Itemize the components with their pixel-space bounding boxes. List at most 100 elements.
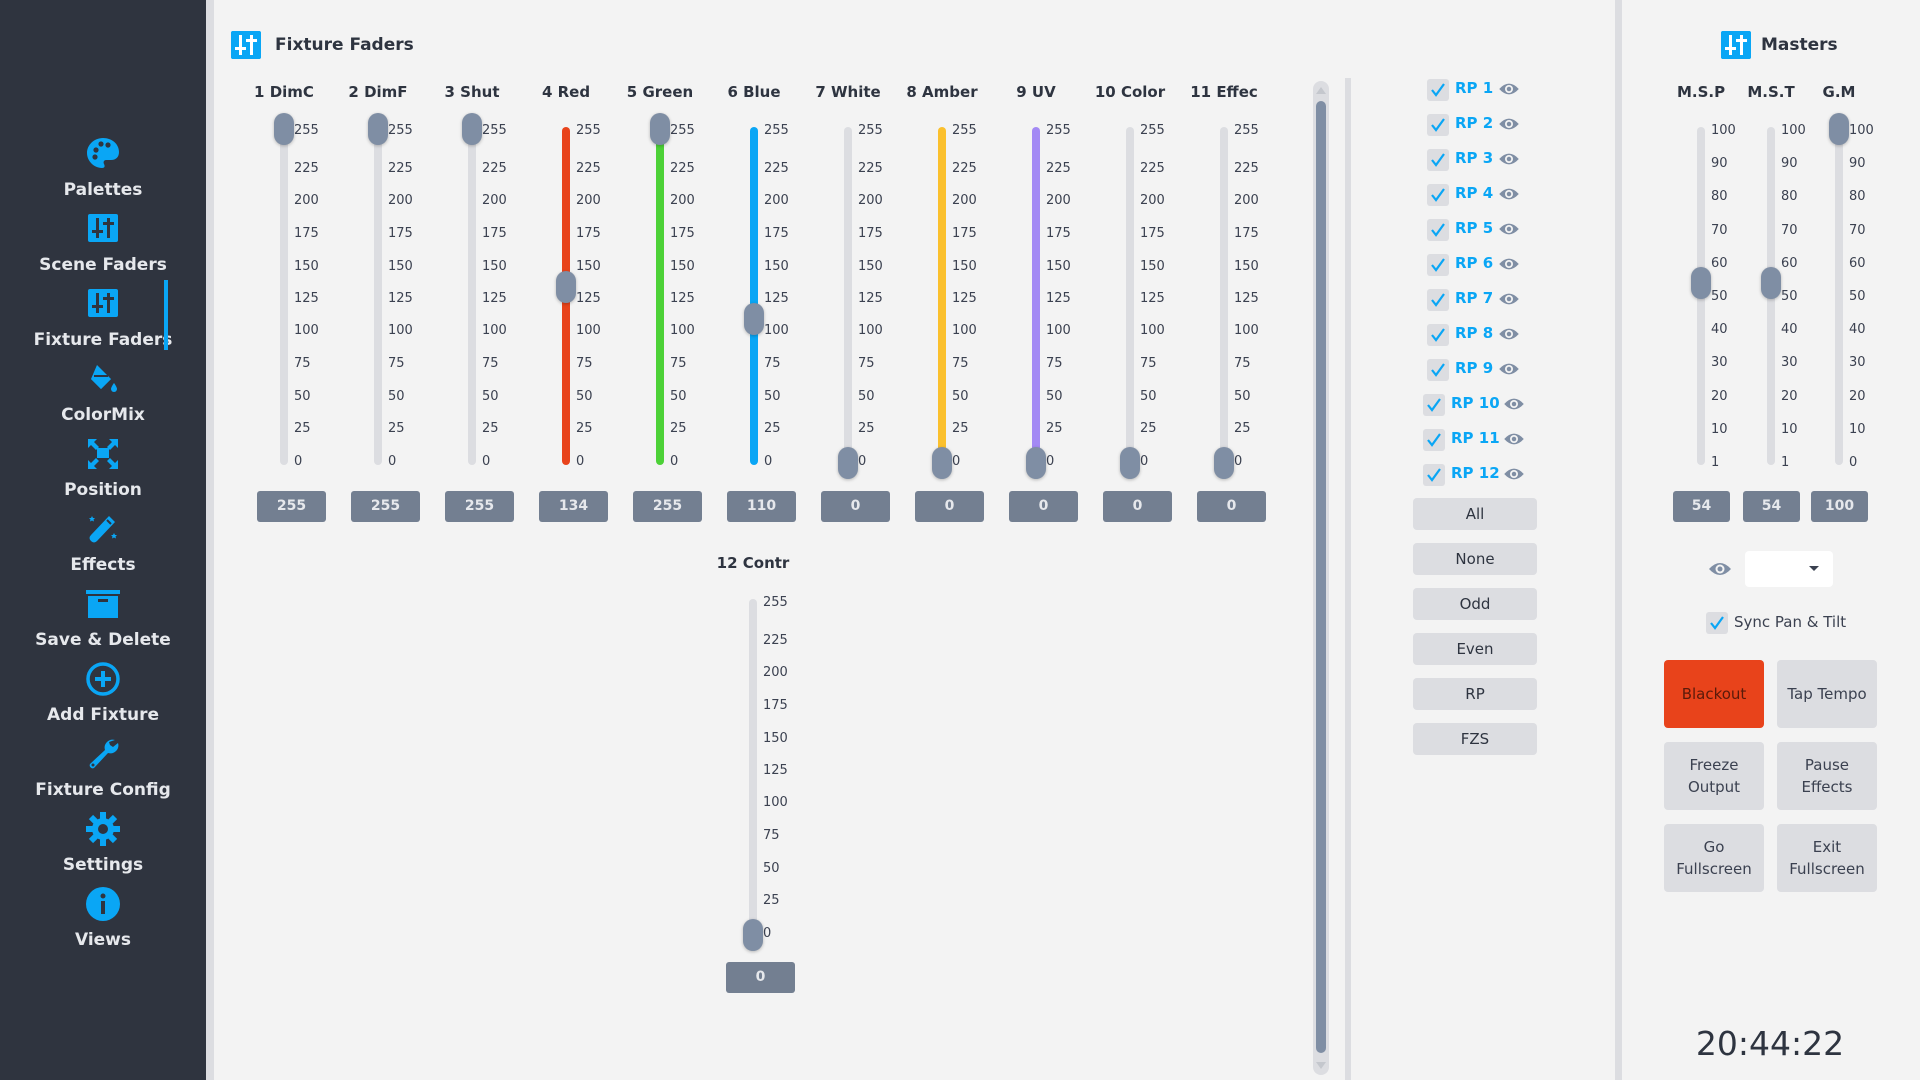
select-odd-button[interactable]: Odd <box>1413 588 1537 620</box>
eye-icon[interactable] <box>1498 186 1520 204</box>
tap-tempo-button[interactable]: Tap Tempo <box>1777 660 1877 728</box>
fixture-label[interactable]: RP 9 <box>1455 359 1494 377</box>
go-fullscreen-button[interactable]: Go Fullscreen <box>1664 824 1764 892</box>
sidebar-item-colormix[interactable]: ColorMix <box>0 361 206 436</box>
fader-track[interactable] <box>749 599 757 937</box>
select-all-button[interactable]: All <box>1413 498 1537 530</box>
scroll-up-arrow-icon[interactable] <box>1316 87 1326 94</box>
sidebar-item-settings[interactable]: Settings <box>0 811 206 886</box>
fixture-checkbox[interactable] <box>1427 149 1449 171</box>
eye-icon[interactable] <box>1498 221 1520 239</box>
fader-track[interactable] <box>844 127 852 465</box>
sidebar-item-save-delete[interactable]: Save & Delete <box>0 586 206 661</box>
fixture-checkbox[interactable] <box>1427 254 1449 276</box>
fixture-checkbox[interactable] <box>1427 324 1449 346</box>
faders-scrollbar[interactable] <box>1313 81 1329 1075</box>
select-fzs-button[interactable]: FZS <box>1413 723 1537 755</box>
fader-value[interactable]: 0 <box>726 962 795 993</box>
fader-value[interactable]: 0 <box>821 491 890 522</box>
eye-icon[interactable] <box>1498 81 1520 99</box>
master-fader-track[interactable] <box>1835 127 1843 465</box>
sidebar-item-fixture-faders[interactable]: Fixture Faders <box>0 286 206 361</box>
eye-icon[interactable] <box>1503 466 1525 484</box>
fader-handle[interactable] <box>650 113 670 145</box>
fader-handle[interactable] <box>274 113 294 145</box>
eye-icon[interactable] <box>1498 256 1520 274</box>
fixture-checkbox[interactable] <box>1427 289 1449 311</box>
fader-track[interactable] <box>468 127 476 465</box>
fader-handle[interactable] <box>1026 447 1046 479</box>
fixture-label[interactable]: RP 12 <box>1451 464 1500 482</box>
fader-value[interactable]: 0 <box>1197 491 1266 522</box>
fixture-checkbox[interactable] <box>1427 359 1449 381</box>
fader-value[interactable]: 255 <box>351 491 420 522</box>
fader-value[interactable]: 255 <box>633 491 702 522</box>
eye-icon[interactable] <box>1503 431 1525 449</box>
fader-handle[interactable] <box>838 447 858 479</box>
fixture-label[interactable]: RP 3 <box>1455 149 1494 167</box>
fixture-label[interactable]: RP 5 <box>1455 219 1494 237</box>
master-fader-handle[interactable] <box>1691 266 1711 299</box>
blackout-button[interactable]: Blackout <box>1664 660 1764 728</box>
fixture-checkbox[interactable] <box>1423 429 1445 451</box>
fixture-checkbox[interactable] <box>1423 464 1445 486</box>
fixture-label[interactable]: RP 4 <box>1455 184 1494 202</box>
fixture-label[interactable]: RP 1 <box>1455 79 1494 97</box>
scroll-down-arrow-icon[interactable] <box>1316 1062 1326 1069</box>
sidebar-item-add-fixture[interactable]: Add Fixture <box>0 661 206 736</box>
fader-track[interactable] <box>374 127 382 465</box>
fader-value[interactable]: 0 <box>1009 491 1078 522</box>
fader-track[interactable] <box>750 127 758 465</box>
fixture-checkbox[interactable] <box>1427 114 1449 136</box>
fixture-label[interactable]: RP 11 <box>1451 429 1500 447</box>
master-fader-value[interactable]: 54 <box>1673 491 1730 522</box>
fixture-label[interactable]: RP 6 <box>1455 254 1494 272</box>
fader-value[interactable]: 255 <box>445 491 514 522</box>
sidebar-item-scene-faders[interactable]: Scene Faders <box>0 211 206 286</box>
eye-icon[interactable] <box>1708 560 1732 578</box>
select-even-button[interactable]: Even <box>1413 633 1537 665</box>
fixture-label[interactable]: RP 10 <box>1451 394 1500 412</box>
view-dropdown[interactable] <box>1745 551 1833 587</box>
sidebar-item-effects[interactable]: Effects <box>0 511 206 586</box>
fader-handle[interactable] <box>556 271 576 304</box>
fader-track[interactable] <box>280 127 288 465</box>
fixture-label[interactable]: RP 2 <box>1455 114 1494 132</box>
fader-value[interactable]: 0 <box>1103 491 1172 522</box>
pause-effects-button[interactable]: Pause Effects <box>1777 742 1877 810</box>
exit-fullscreen-button[interactable]: Exit Fullscreen <box>1777 824 1877 892</box>
fader-track[interactable] <box>656 127 664 465</box>
fixture-checkbox[interactable] <box>1427 219 1449 241</box>
eye-icon[interactable] <box>1503 396 1525 414</box>
scrollbar-thumb[interactable] <box>1316 101 1326 1053</box>
sidebar-item-views[interactable]: Views <box>0 886 206 961</box>
sync-pan-tilt-checkbox[interactable] <box>1706 612 1728 634</box>
fader-track[interactable] <box>1126 127 1134 465</box>
fader-track[interactable] <box>938 127 946 465</box>
eye-icon[interactable] <box>1498 151 1520 169</box>
select-none-button[interactable]: None <box>1413 543 1537 575</box>
fader-value[interactable]: 134 <box>539 491 608 522</box>
fader-value[interactable]: 255 <box>257 491 326 522</box>
sidebar-item-palettes[interactable]: Palettes <box>0 136 206 211</box>
eye-icon[interactable] <box>1498 116 1520 134</box>
fixture-checkbox[interactable] <box>1427 79 1449 101</box>
fader-handle[interactable] <box>744 302 764 335</box>
eye-icon[interactable] <box>1498 291 1520 309</box>
fader-handle[interactable] <box>1214 447 1234 479</box>
select-rp-button[interactable]: RP <box>1413 678 1537 710</box>
fader-handle[interactable] <box>1120 447 1140 479</box>
fader-track[interactable] <box>1032 127 1040 465</box>
fader-value[interactable]: 0 <box>915 491 984 522</box>
fader-track[interactable] <box>1220 127 1228 465</box>
eye-icon[interactable] <box>1498 361 1520 379</box>
freeze-output-button[interactable]: Freeze Output <box>1664 742 1764 810</box>
fader-handle[interactable] <box>368 113 388 145</box>
fader-handle[interactable] <box>743 919 763 951</box>
fixture-label[interactable]: RP 8 <box>1455 324 1494 342</box>
fixture-checkbox[interactable] <box>1423 394 1445 416</box>
master-fader-handle[interactable] <box>1761 266 1781 299</box>
fader-handle[interactable] <box>462 113 482 145</box>
fader-value[interactable]: 110 <box>727 491 796 522</box>
fixture-label[interactable]: RP 7 <box>1455 289 1494 307</box>
